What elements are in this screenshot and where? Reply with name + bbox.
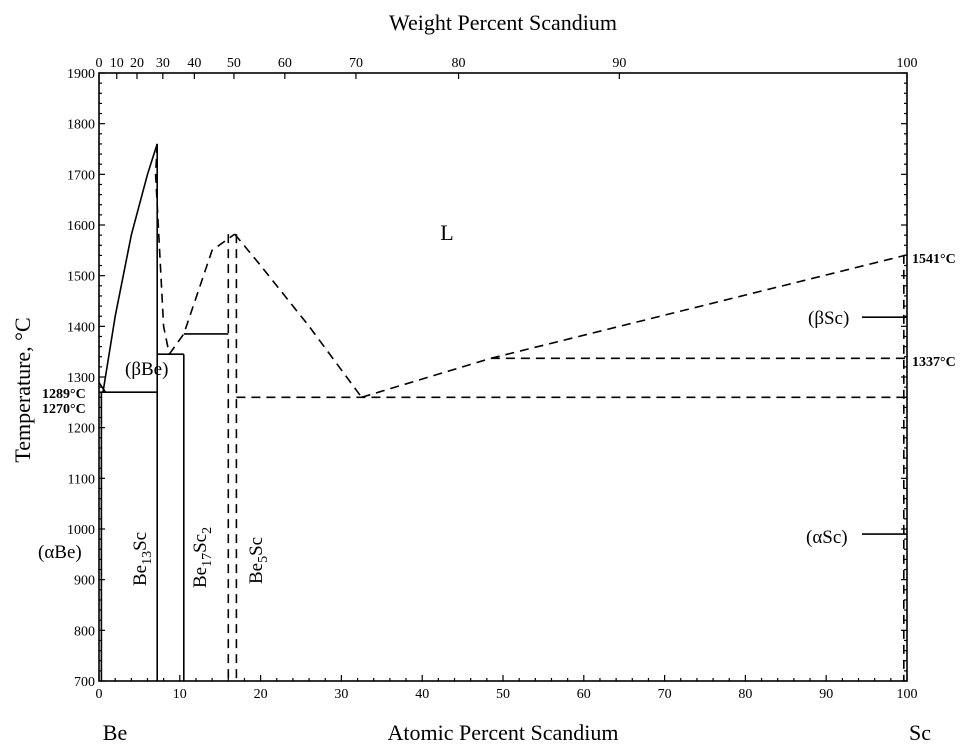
temp-1337-label: 1337°C — [912, 355, 956, 370]
y-tick-label: 1100 — [68, 472, 95, 487]
phase-boundary-be13sc-liquidus-left — [154, 143, 171, 355]
y-tick-label: 1700 — [67, 168, 95, 183]
right-element-label: Sc — [909, 720, 931, 745]
y-tick-label: 1500 — [67, 270, 95, 285]
x-tick-label: 50 — [496, 687, 510, 702]
x-tick-label: 80 — [738, 687, 752, 702]
plot-frame — [98, 72, 908, 682]
liquid-label: L — [440, 220, 453, 245]
y-tick-label: 1300 — [67, 371, 95, 386]
top-tick-label: 80 — [452, 56, 466, 71]
top-tick-label: 100 — [897, 56, 918, 71]
be5sc-label: Be5Sc — [246, 537, 271, 584]
temp-1270-label: 1270°C — [42, 402, 86, 417]
alpha-be-label: (αBe) — [38, 542, 82, 563]
top-tick-label: 0 — [96, 56, 103, 71]
top-tick-label: 90 — [612, 56, 626, 71]
be13sc-label: Be13Sc — [130, 532, 155, 586]
x-tick-label: 60 — [577, 687, 591, 702]
bottom-axis-title: Atomic Percent Scandium — [388, 720, 619, 745]
left-element-label: Be — [103, 720, 127, 745]
y-tick-label: 1600 — [67, 219, 95, 234]
temp-1289-label: 1289°C — [42, 387, 86, 402]
x-tick-label: 30 — [334, 687, 348, 702]
x-tick-label: 100 — [897, 687, 918, 702]
y-tick-label: 800 — [74, 624, 95, 639]
top-tick-label: 60 — [278, 56, 292, 71]
x-tick-label: 10 — [173, 687, 187, 702]
phase-boundary-be-side-peritectic-left — [98, 382, 107, 393]
top-axis-title: Weight Percent Scandium — [389, 10, 617, 35]
top-tick-label: 50 — [227, 56, 241, 71]
beta-be-label: (βBe) — [125, 359, 168, 380]
y-tick-label: 1900 — [67, 67, 95, 82]
y-tick-label: 1400 — [67, 320, 95, 335]
top-tick-label: 20 — [130, 56, 144, 71]
temp-1541-label: 1541°C — [912, 252, 956, 267]
x-tick-label: 90 — [819, 687, 833, 702]
be17sc2-label: Be17Sc2 — [190, 527, 215, 588]
top-tick-label: 10 — [110, 56, 124, 71]
top-tick-label: 30 — [156, 56, 170, 71]
top-tick-label: 70 — [349, 56, 363, 71]
y-tick-label: 1200 — [67, 422, 95, 437]
x-tick-label: 70 — [658, 687, 672, 702]
phase-boundary-liquidus-be-side — [102, 143, 158, 393]
x-tick-label: 0 — [96, 687, 103, 702]
phase-boundary-liquidus-dip — [168, 233, 236, 355]
y-axis-title: Temperature, °C — [10, 317, 35, 462]
x-tick-label: 40 — [415, 687, 429, 702]
y-tick-label: 1800 — [67, 118, 95, 133]
alpha-sc-label: (αSc) — [806, 527, 848, 548]
phase-boundary-liquidus-to-eutectic — [234, 233, 363, 398]
x-tick-label: 20 — [254, 687, 268, 702]
beta-sc-label: (βSc) — [808, 308, 849, 329]
y-tick-label: 700 — [74, 675, 95, 690]
top-tick-label: 40 — [187, 56, 201, 71]
y-tick-label: 900 — [74, 574, 95, 589]
y-tick-label: 1000 — [67, 523, 95, 538]
